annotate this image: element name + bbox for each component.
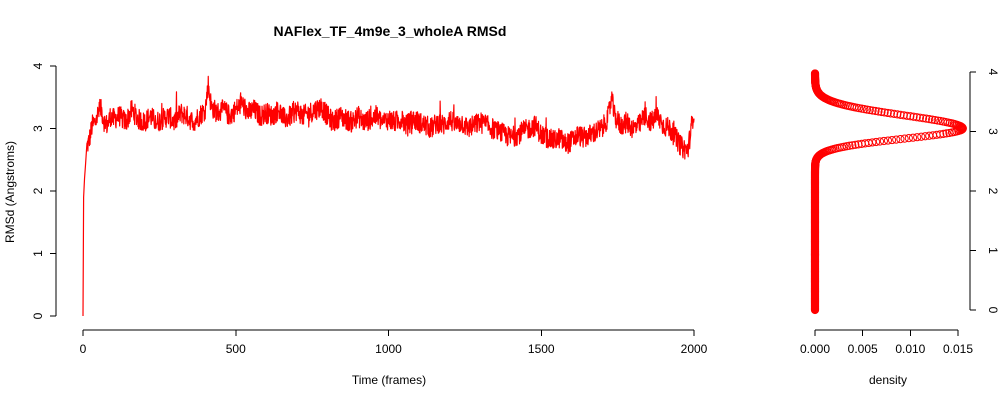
density-x-tick-label: 0.000 (800, 342, 830, 356)
y-tick-label: 2 (31, 187, 45, 194)
density-point (865, 105, 874, 115)
density-point (883, 108, 892, 118)
density-point (868, 106, 877, 115)
y-tick-label: 1 (31, 250, 45, 257)
x-tick-label: 0 (80, 342, 87, 356)
density-point (904, 134, 913, 143)
density-point (896, 110, 905, 119)
density-point (862, 105, 872, 114)
density-point (875, 137, 885, 146)
density-point (922, 114, 931, 123)
y-axis: 0 1 2 3 4 (31, 62, 57, 319)
density-y-tick-label: 4 (986, 69, 1000, 76)
density-point (848, 141, 857, 150)
density-point (899, 111, 908, 120)
rmsd-series-line (82, 75, 695, 317)
density-y-tick-label: 0 (986, 307, 1000, 314)
x-tick-label: 500 (226, 342, 246, 356)
density-point (851, 140, 860, 149)
density-point (915, 113, 925, 122)
x-tick-label: 2000 (681, 342, 708, 356)
density-y-tick-label: 2 (986, 188, 1000, 195)
chart-title: NAFlex_TF_4m9e_3_wholeA RMSd (274, 23, 507, 39)
x-tick-label: 1500 (528, 342, 555, 356)
density-point (908, 133, 918, 142)
density-point (887, 135, 897, 145)
density-point (889, 109, 899, 118)
density-point (933, 116, 942, 125)
density-x-axis: 0.000 0.005 0.010 0.015 (800, 329, 973, 356)
density-point (893, 110, 902, 119)
density-point (868, 138, 877, 147)
density-point (921, 132, 930, 141)
density-point (842, 142, 851, 151)
density-point (925, 115, 934, 124)
x-axis: 0 500 1000 1500 2000 (80, 329, 708, 356)
density-x-axis-label: density (869, 373, 907, 387)
density-x-tick-label: 0.010 (895, 342, 925, 356)
density-point (900, 134, 909, 143)
x-tick-label: 1000 (375, 342, 402, 356)
density-point (936, 130, 945, 139)
density-y-axis: 0 1 2 3 4 (969, 69, 1000, 314)
density-point (902, 111, 912, 120)
y-tick-label: 3 (31, 125, 45, 132)
density-y-tick-label: 3 (986, 128, 1000, 135)
density-point (918, 114, 928, 123)
density-point (880, 108, 889, 117)
density-point (930, 115, 940, 125)
density-point (913, 133, 922, 142)
density-point (939, 129, 948, 138)
density-point (871, 106, 880, 116)
y-tick-label: 4 (31, 62, 45, 69)
density-x-tick-label: 0.015 (943, 342, 973, 356)
density-point (928, 115, 937, 124)
density-y-tick-label: 1 (986, 247, 1000, 254)
density-points (810, 69, 967, 315)
density-point (909, 112, 918, 121)
density-point (892, 135, 901, 144)
density-point (871, 137, 881, 147)
y-axis-label: RMSd (Angstroms) (3, 141, 17, 243)
density-point (917, 132, 926, 141)
density-point (810, 69, 820, 78)
density-point (883, 136, 893, 145)
density-point (879, 136, 889, 146)
density-point (886, 109, 895, 118)
x-axis-label: Time (frames) (352, 373, 426, 387)
density-point (874, 107, 883, 116)
density-point (896, 135, 905, 144)
density-point (845, 141, 854, 150)
density-point (906, 112, 915, 121)
density-x-tick-label: 0.005 (848, 342, 878, 356)
density-chart: density 0.000 0.005 0.010 0.015 0 1 2 3 4 (800, 69, 1000, 387)
y-tick-label: 0 (31, 312, 45, 319)
density-point (877, 107, 886, 117)
rmsd-chart: NAFlex_TF_4m9e_3_wholeA RMSd Time (frame… (3, 23, 708, 387)
density-point (942, 129, 951, 138)
density-point (912, 113, 921, 122)
